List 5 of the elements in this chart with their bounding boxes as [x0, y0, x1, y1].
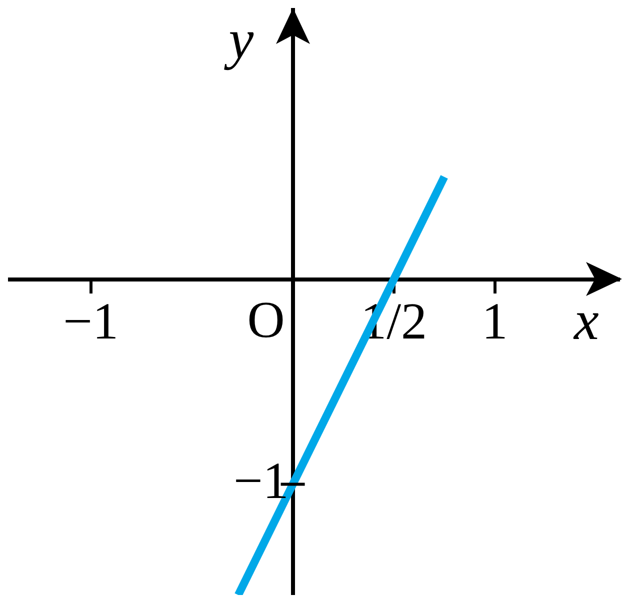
x-tick-label: −1: [63, 293, 118, 350]
annotation: −1: [233, 452, 289, 510]
x-tick-label: 1: [482, 293, 508, 350]
annotation: O: [247, 292, 285, 350]
x-axis-title: x: [574, 290, 599, 352]
